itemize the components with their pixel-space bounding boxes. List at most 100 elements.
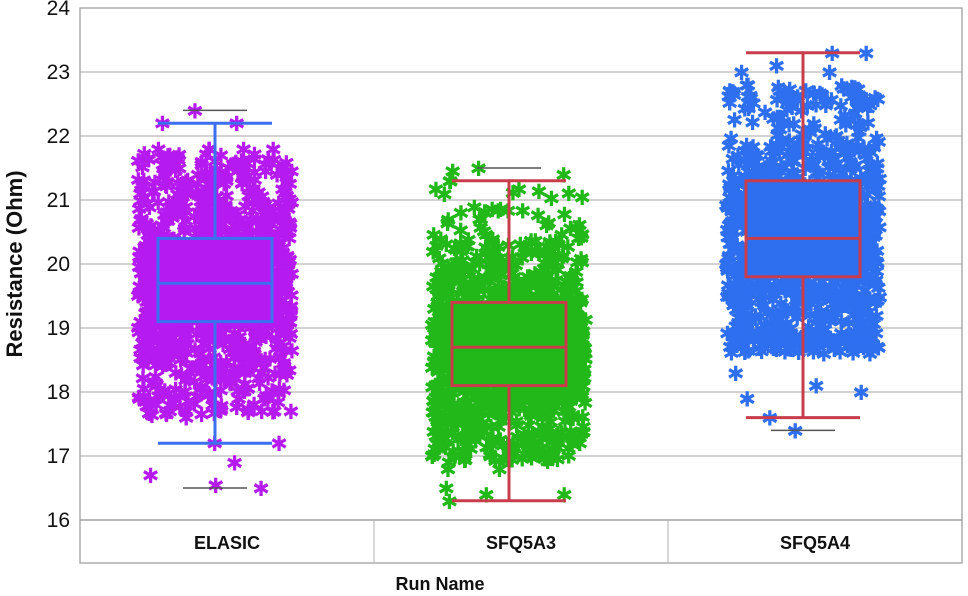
data-point: ✱ (143, 404, 161, 428)
outlier-point: ✱ (555, 163, 573, 187)
data-point: ✱ (139, 265, 157, 289)
data-point: ✱ (283, 284, 301, 308)
data-point: ✱ (186, 338, 204, 362)
data-point: ✱ (143, 268, 161, 292)
data-point: ✱ (235, 357, 253, 381)
data-point: ✱ (194, 323, 212, 347)
data-point: ✱ (132, 310, 150, 334)
data-point: ✱ (239, 355, 257, 379)
data-point: ✱ (239, 358, 257, 382)
data-point: ✱ (174, 347, 192, 371)
data-point: ✱ (159, 333, 177, 357)
outlier-point: ✱ (270, 432, 288, 456)
data-point: ✱ (179, 182, 197, 206)
data-point: ✱ (226, 362, 244, 386)
outlier-point: ✱ (857, 42, 875, 66)
data-point: ✱ (278, 246, 296, 270)
data-point: ✱ (810, 306, 828, 330)
data-point: ✱ (870, 185, 888, 209)
data-point: ✱ (540, 248, 558, 272)
data-point: ✱ (238, 165, 256, 189)
data-point: ✱ (270, 279, 288, 303)
data-point: ✱ (170, 148, 188, 172)
outlier-point: ✱ (252, 477, 270, 501)
data-point: ✱ (133, 208, 151, 232)
data-point: ✱ (164, 326, 182, 350)
data-point: ✱ (230, 387, 248, 411)
data-point: ✱ (161, 400, 179, 424)
data-point: ✱ (240, 185, 258, 209)
outlier-point: ✱ (161, 394, 179, 418)
data-point: ✱ (130, 216, 148, 240)
data-point: ✱ (277, 222, 295, 246)
data-point: ✱ (195, 332, 213, 356)
data-point: ✱ (138, 291, 156, 315)
data-point: ✱ (276, 294, 294, 318)
data-point: ✱ (809, 145, 827, 169)
data-point: ✱ (141, 316, 159, 340)
data-point: ✱ (179, 365, 197, 389)
data-point: ✱ (130, 321, 148, 345)
data-point: ✱ (186, 370, 204, 394)
data-point: ✱ (218, 169, 236, 193)
data-point: ✱ (281, 173, 299, 197)
data-point: ✱ (283, 191, 301, 215)
data-point: ✱ (217, 329, 235, 353)
outlier-point: ✱ (786, 419, 804, 443)
data-point: ✱ (274, 237, 292, 261)
data-point: ✱ (203, 367, 221, 391)
data-point: ✱ (149, 345, 167, 369)
data-point: ✱ (247, 321, 265, 345)
data-point: ✱ (194, 198, 212, 222)
data-point: ✱ (135, 385, 153, 409)
data-point: ✱ (161, 319, 179, 343)
y-axis-title: Resistance (Ohm) (2, 170, 27, 357)
data-point: ✱ (136, 236, 154, 260)
y-axis-ticks: 16 17 18 19 20 21 22 23 24 (47, 0, 71, 532)
outlier-point: ✱ (821, 61, 839, 85)
data-point: ✱ (132, 182, 150, 206)
outlier-point: ✱ (142, 464, 160, 488)
data-point: ✱ (133, 173, 151, 197)
data-point: ✱ (251, 320, 269, 344)
data-point: ✱ (544, 439, 562, 463)
data-point: ✱ (280, 264, 298, 288)
data-point: ✱ (130, 245, 148, 269)
data-point: ✱ (522, 239, 540, 263)
data-point: ✱ (272, 200, 290, 224)
data-point: ✱ (256, 348, 274, 372)
data-point: ✱ (257, 325, 275, 349)
data-point: ✱ (543, 187, 561, 211)
data-point: ✱ (136, 268, 154, 292)
data-point: ✱ (188, 385, 206, 409)
data-point: ✱ (283, 263, 301, 287)
data-point: ✱ (182, 358, 200, 382)
data-point: ✱ (177, 170, 195, 194)
outlier-point: ✱ (477, 483, 495, 507)
data-point: ✱ (167, 198, 185, 222)
outlier-point: ✱ (130, 387, 148, 411)
data-point: ✱ (151, 350, 169, 374)
data-point: ✱ (221, 371, 239, 395)
data-point: ✱ (135, 333, 153, 357)
data-point: ✱ (567, 376, 585, 400)
data-point: ✱ (278, 298, 296, 322)
data-point: ✱ (147, 366, 165, 390)
data-point: ✱ (248, 323, 266, 347)
data-point: ✱ (179, 169, 197, 193)
data-point: ✱ (250, 367, 268, 391)
data-point: ✱ (277, 271, 295, 295)
data-point: ✱ (160, 351, 178, 375)
data-point: ✱ (765, 107, 783, 131)
data-point: ✱ (179, 390, 197, 414)
data-point: ✱ (282, 322, 300, 346)
data-point: ✱ (268, 327, 286, 351)
data-point: ✱ (135, 318, 153, 342)
data-point: ✱ (165, 197, 183, 221)
data-point: ✱ (277, 181, 295, 205)
data-point: ✱ (129, 150, 147, 174)
data-point: ✱ (867, 269, 885, 293)
data-point: ✱ (199, 215, 217, 239)
data-point: ✱ (193, 154, 211, 178)
outlier-point: ✱ (207, 474, 225, 498)
